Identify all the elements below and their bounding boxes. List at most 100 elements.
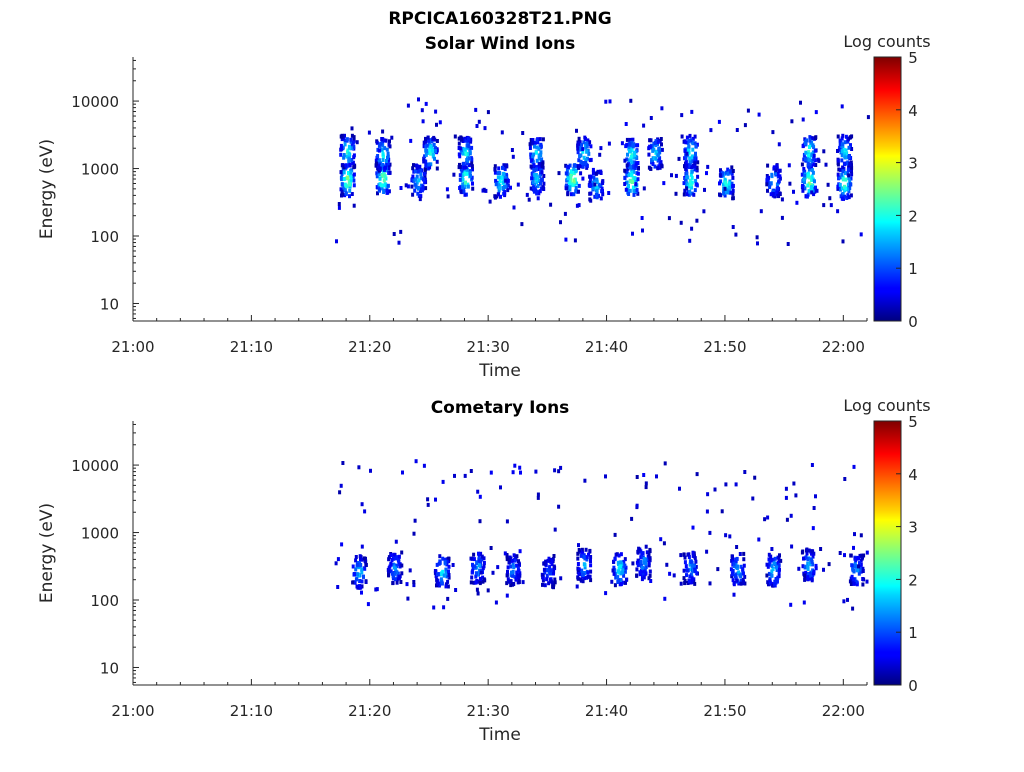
spectrogram-cell	[846, 137, 850, 142]
spectrogram-cell	[808, 135, 812, 140]
spectrogram-cell	[584, 145, 588, 150]
spectrogram-cell	[472, 557, 476, 562]
spectrogram-cell	[722, 191, 726, 196]
spectrogram-cell	[690, 185, 694, 190]
spectrogram-cell	[343, 193, 347, 198]
spectrogram-cell	[642, 123, 646, 128]
spectrogram-cell	[854, 558, 858, 563]
spectrogram-cell	[589, 578, 593, 583]
spectrogram-cell	[477, 119, 481, 124]
spectrogram-cell	[634, 149, 638, 154]
spectrogram-cell	[809, 143, 813, 148]
x-axis-label: Time	[478, 725, 521, 745]
spectrogram-cell	[399, 229, 403, 234]
spectrogram-cell	[360, 590, 363, 595]
spectrogram-cell	[586, 570, 590, 575]
spectrogram-cell	[633, 152, 636, 157]
spectrogram-cell	[386, 161, 390, 166]
spectrogram-cell	[576, 575, 580, 580]
spectrogram-cell	[607, 141, 611, 146]
spectrogram-cell	[517, 568, 521, 573]
panel-solar-wind-ions: Solar Wind Ions Log counts Time Energy (…	[37, 32, 931, 381]
spectrogram-cell	[382, 178, 386, 183]
spectrogram-cell	[814, 136, 817, 141]
spectrogram-cell	[769, 558, 773, 563]
spectrogram-cell	[689, 572, 693, 577]
spectrogram-cell	[347, 182, 351, 187]
spectrogram-cell	[512, 582, 516, 586]
spectrogram-cell	[506, 569, 509, 574]
spectrogram-cell	[656, 140, 660, 144]
spectrogram-cell	[685, 573, 688, 578]
spectrogram-cell	[505, 164, 509, 169]
spectrogram-cell	[687, 192, 691, 197]
spectrogram-cell	[641, 228, 644, 233]
spectrogram-cell	[577, 136, 581, 141]
spectrogram-cell	[728, 534, 732, 539]
spectrogram-cell	[505, 184, 509, 189]
spectrogram-cell	[583, 565, 587, 570]
spectrogram-cell	[392, 552, 396, 557]
spectrogram-cell	[445, 562, 449, 567]
spectrogram-cell	[756, 241, 759, 246]
spectrogram-cell	[682, 181, 686, 186]
spectrogram-cell	[529, 141, 533, 146]
spectrogram-cell	[342, 165, 346, 170]
spectrogram-cell	[527, 197, 531, 202]
spectrogram-cell	[571, 183, 575, 188]
spectrogram-cell	[539, 153, 543, 157]
spectrogram-cell	[428, 148, 432, 153]
y-tick-label: 100	[90, 592, 119, 610]
spectrogram-cell	[685, 192, 689, 197]
spectrogram-cell	[822, 567, 825, 572]
spectrogram-cell	[512, 565, 516, 570]
spectrogram-cell	[705, 549, 709, 554]
spectrogram-cell	[636, 171, 640, 176]
spectrogram-cell	[685, 135, 689, 140]
spectrogram-cell	[840, 186, 844, 191]
spectrogram-cell	[510, 148, 514, 152]
spectrogram-cell	[497, 188, 501, 193]
spectrogram-cell	[335, 239, 338, 244]
spectrogram-cell	[510, 558, 514, 563]
spectrogram-cell	[777, 179, 781, 184]
spectrogram-cell	[595, 177, 599, 182]
spectrogram-cell	[840, 153, 844, 158]
spectrogram-cell	[581, 164, 585, 169]
spectrogram-cell	[583, 135, 587, 140]
spectrogram-cell	[577, 203, 581, 208]
spectrogram-cell	[482, 561, 486, 565]
spectrogram-cell	[477, 551, 480, 556]
spectrogram-cell	[635, 567, 639, 572]
spectrogram-cell	[533, 140, 537, 145]
spectrogram-cell	[771, 583, 775, 588]
spectrogram-cell	[810, 159, 814, 164]
spectrogram-cell	[348, 194, 351, 199]
spectrogram-cell	[811, 554, 815, 559]
spectrogram-cell	[458, 173, 462, 178]
spectrogram-cell	[360, 567, 364, 572]
spectrogram-cell	[803, 137, 807, 142]
spectrogram-cell	[847, 155, 851, 159]
spectrogram-cell	[692, 577, 696, 582]
spectrogram-cell	[695, 472, 699, 477]
spectrogram-cell	[509, 583, 513, 588]
spectrogram-cell	[516, 573, 520, 578]
spectrogram-cell	[503, 184, 507, 189]
spectrogram-cell	[577, 548, 581, 552]
spectrogram-cell	[453, 134, 457, 139]
spectrogram-cell	[685, 568, 689, 573]
spectrogram-cell	[682, 568, 686, 573]
spectrogram-cell	[475, 561, 479, 565]
spectrogram-cell	[474, 574, 478, 579]
spectrogram-cell	[812, 153, 816, 158]
spectrogram-cell	[840, 104, 844, 109]
spectrogram-cell	[345, 137, 349, 142]
spectrogram-cell	[644, 571, 648, 576]
spectrogram-cell	[812, 506, 816, 510]
spectrogram-burst	[351, 554, 368, 590]
spectrogram-cell	[729, 169, 732, 174]
spectrogram-cell	[539, 150, 543, 155]
